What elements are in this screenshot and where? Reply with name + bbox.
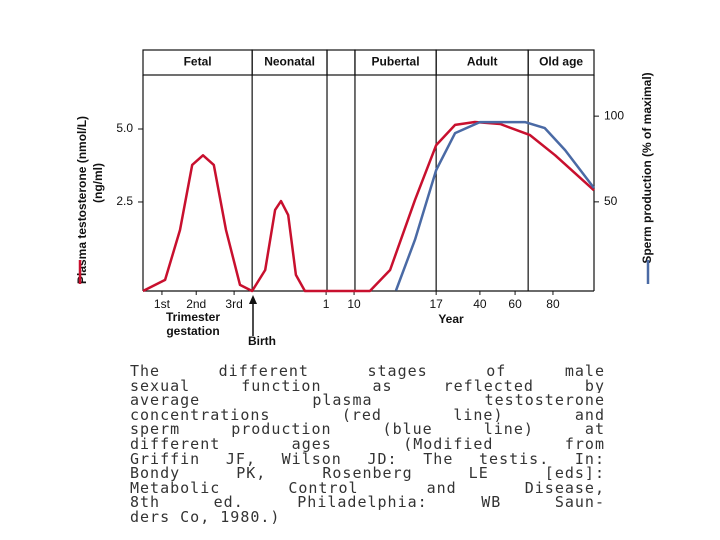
stage-label: Neonatal	[264, 55, 315, 69]
x-tick-label: 60	[508, 297, 522, 311]
caption-line: ders Co, 1980.)	[130, 509, 281, 525]
y-tick-label: 5.0	[116, 121, 133, 135]
series-line	[142, 120, 595, 293]
caption-line: sperm production (blue line) at	[130, 422, 605, 437]
x-tick-label: 17	[429, 297, 443, 311]
caption-line: Metabolic Control and Disease,	[130, 480, 605, 496]
x-tick-label: 3rd	[225, 297, 242, 311]
x-tick-label: 80	[546, 297, 560, 311]
caption-line: average plasma testosterone	[130, 393, 605, 408]
caption-line: concentrations (red line) and	[130, 407, 605, 423]
birth-arrowhead	[249, 295, 257, 304]
y2-axis-label: Sperm production (% of maximal)	[640, 72, 654, 263]
y-axis-label: Plasma testosterone (nmol/L)	[75, 116, 89, 284]
x-axis-label-left: Trimester	[166, 310, 220, 324]
y2-tick-label: 50	[604, 194, 618, 208]
x-axis-label-left: gestation	[166, 324, 219, 338]
x-tick-label: 10	[347, 297, 361, 311]
x-tick-label: 2nd	[186, 297, 206, 311]
x-tick-label: 1st	[154, 297, 171, 311]
caption-line: sexual function as reflected by	[130, 378, 605, 394]
series-line	[394, 120, 595, 291]
caption-line: The different stages of male	[130, 364, 605, 379]
stage-label: Pubertal	[372, 55, 420, 69]
caption-line: Griffin JF, Wilson JD: The testis. In:	[130, 451, 605, 467]
y2-tick-label: 100	[604, 108, 624, 122]
figure-background	[40, 35, 612, 357]
caption-line: different ages (Modified from	[130, 436, 605, 452]
stage-box	[527, 49, 595, 76]
stage-label: Old age	[539, 55, 583, 69]
caption-line: 8th ed. Philadelphia: WB Saun-	[130, 495, 605, 510]
x-axis-label: Year	[438, 312, 464, 326]
stage-label: Fetal	[184, 55, 212, 69]
y-axis-label-sub: (ng/ml)	[91, 163, 105, 203]
annotation: Birth	[248, 334, 276, 348]
y-tick-label: 2.5	[116, 194, 133, 208]
x-tick-label: 40	[473, 297, 487, 311]
caption-line: Bondy PK, Rosenberg LE [eds]:	[130, 466, 605, 481]
x-tick-label: 1	[323, 297, 330, 311]
stage-label: Adult	[467, 55, 498, 69]
caption: The different stages of male sexual funct…	[130, 364, 605, 525]
